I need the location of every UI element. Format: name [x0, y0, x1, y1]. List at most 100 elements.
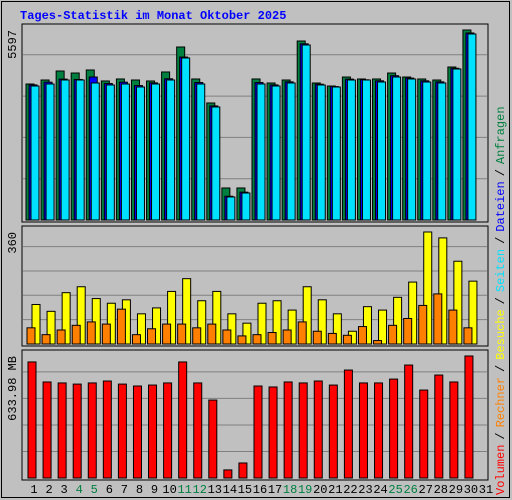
bar [253, 385, 263, 479]
x-tick-label: 24 [373, 483, 387, 497]
x-tick-label: 18 [283, 483, 297, 497]
bar [312, 330, 322, 345]
bar [317, 299, 327, 345]
bar [302, 286, 312, 345]
bar [388, 324, 398, 345]
bar [298, 382, 308, 479]
legend-entry: Seiten [494, 249, 508, 292]
bar [152, 307, 162, 345]
bar [448, 309, 458, 345]
x-tick-label: 14 [223, 483, 237, 497]
x-tick-label: 25 [388, 483, 402, 497]
bar [433, 293, 443, 345]
x-tick-label: 1 [30, 483, 37, 497]
x-tick-label: 16 [253, 483, 267, 497]
x-tick-label: 2 [45, 483, 52, 497]
y-tick-label: 5597 [6, 30, 20, 59]
bar [222, 329, 232, 345]
x-tick-label: 9 [151, 483, 158, 497]
bar [327, 332, 337, 345]
bar [437, 82, 447, 221]
bar [422, 81, 432, 221]
bar [135, 86, 145, 221]
legend-entry: Rechner [494, 377, 508, 427]
legend-entry: Besuche [494, 309, 508, 359]
bar [377, 81, 387, 221]
bar [316, 84, 326, 221]
bar [468, 280, 478, 345]
bar [373, 340, 383, 345]
bar [346, 79, 356, 221]
bar [163, 382, 173, 479]
bar [242, 322, 252, 345]
bar [343, 369, 353, 479]
bar [167, 290, 177, 345]
bar [393, 296, 403, 345]
x-tick-label: 29 [449, 483, 463, 497]
bar [105, 84, 115, 221]
legend-entry: Anfragen [494, 106, 508, 164]
bar [271, 85, 281, 221]
bar [177, 323, 187, 345]
bar [358, 382, 368, 479]
bar [60, 79, 70, 221]
bar [331, 86, 341, 221]
x-tick-label: 4 [76, 483, 83, 497]
bar [283, 381, 293, 479]
bar [87, 382, 97, 479]
bar [328, 384, 338, 479]
bar [449, 381, 459, 479]
legend-separator: / [494, 432, 508, 439]
bar [193, 382, 203, 479]
bar [196, 83, 206, 221]
y-tick-label: 633.98 MB [6, 356, 20, 421]
bar [71, 324, 81, 345]
y-tick-label: 360 [6, 232, 20, 254]
bar [223, 469, 233, 479]
x-tick-label: 21 [328, 483, 342, 497]
x-tick-label: 15 [238, 483, 252, 497]
bar [57, 382, 67, 479]
bar [362, 306, 372, 345]
legend-separator: / [494, 365, 508, 372]
bar [27, 361, 37, 479]
bar [45, 83, 55, 221]
bar [86, 321, 96, 345]
bar [282, 329, 292, 345]
bar [301, 44, 311, 221]
bar [212, 290, 222, 345]
bar [434, 374, 444, 479]
bar [404, 364, 414, 479]
bar [419, 389, 429, 479]
bar [467, 33, 477, 221]
bar [256, 83, 266, 221]
x-tick-label: 31 [479, 483, 493, 497]
x-tick-label: 7 [121, 483, 128, 497]
x-tick-label: 20 [313, 483, 327, 497]
bar [267, 331, 277, 345]
bar [268, 386, 278, 479]
bar [75, 79, 85, 221]
bar [178, 361, 188, 479]
x-tick-label: 10 [162, 483, 176, 497]
bar [452, 68, 462, 221]
bar [361, 79, 371, 221]
bar [272, 300, 282, 345]
legend-separator: / [494, 169, 508, 176]
bar [241, 192, 251, 221]
legend-separator: / [494, 237, 508, 244]
bar [238, 462, 248, 479]
bar [423, 231, 433, 345]
x-tick-label: 22 [343, 483, 357, 497]
bar [211, 106, 221, 221]
bar [226, 196, 236, 221]
bar [378, 309, 388, 345]
bar [182, 278, 192, 345]
bar [101, 323, 111, 345]
bar [151, 83, 161, 221]
bar [56, 329, 66, 345]
bar [30, 85, 40, 221]
bar [46, 310, 56, 345]
legend: Volumen / Rechner / Besuche / Seiten / Dateien / A… [494, 106, 508, 495]
bar [313, 380, 323, 479]
